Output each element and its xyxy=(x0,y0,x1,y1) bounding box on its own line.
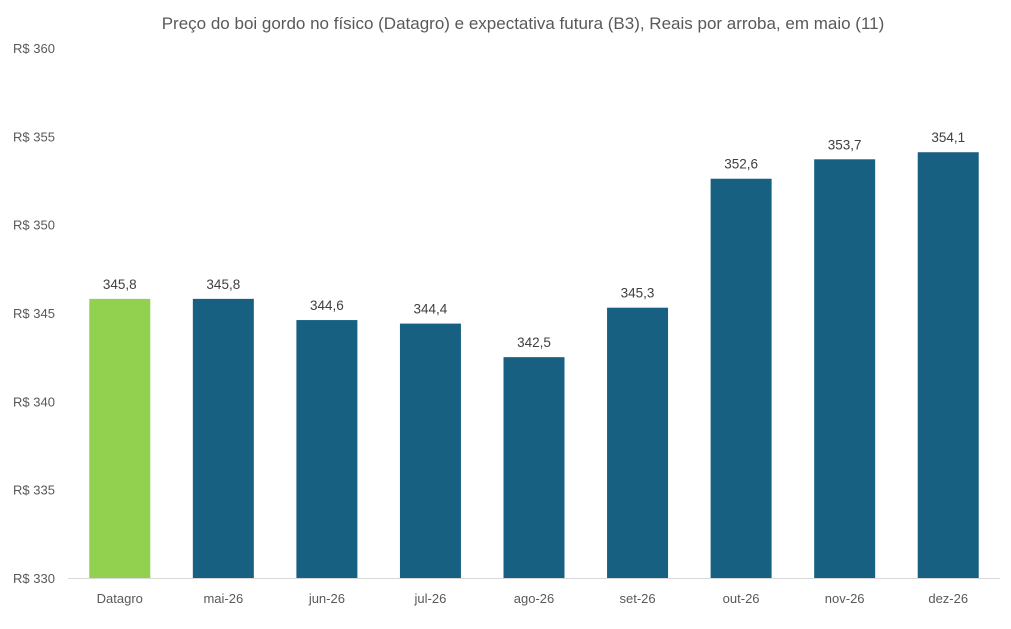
bar xyxy=(710,178,772,578)
y-tick-label: R$ 340 xyxy=(13,394,55,409)
x-tick-label: ago-26 xyxy=(514,591,554,606)
y-tick-label: R$ 355 xyxy=(13,129,55,144)
x-tick-label: mai-26 xyxy=(203,591,243,606)
x-tick-label: dez-26 xyxy=(928,591,968,606)
data-label: 354,1 xyxy=(931,130,965,145)
y-tick-label: R$ 335 xyxy=(13,483,55,498)
bar xyxy=(89,298,151,578)
bar xyxy=(296,320,358,578)
data-label: 345,8 xyxy=(103,277,137,292)
bar xyxy=(503,357,565,578)
y-tick-label: R$ 330 xyxy=(13,571,55,586)
bar xyxy=(399,323,461,578)
data-label: 345,8 xyxy=(206,277,240,292)
x-tick-label: Datagro xyxy=(97,591,143,606)
data-label: 344,4 xyxy=(414,302,448,317)
data-label: 352,6 xyxy=(724,157,758,172)
x-tick-label: jun-26 xyxy=(308,591,345,606)
data-label: 345,3 xyxy=(621,286,655,301)
y-tick-label: R$ 345 xyxy=(13,306,55,321)
bar xyxy=(192,298,254,578)
x-tick-label: nov-26 xyxy=(825,591,865,606)
data-label: 353,7 xyxy=(828,137,862,152)
data-label: 342,5 xyxy=(517,335,551,350)
data-label: 344,6 xyxy=(310,298,344,313)
bar xyxy=(607,307,669,578)
y-tick-label: R$ 350 xyxy=(13,218,55,233)
x-tick-label: out-26 xyxy=(723,591,760,606)
y-tick-label: R$ 360 xyxy=(13,41,55,56)
bar xyxy=(917,152,979,578)
x-tick-label: set-26 xyxy=(619,591,655,606)
chart-title: Preço do boi gordo no físico (Datagro) e… xyxy=(161,14,885,33)
bar xyxy=(814,159,876,579)
x-tick-label: jul-26 xyxy=(414,591,447,606)
